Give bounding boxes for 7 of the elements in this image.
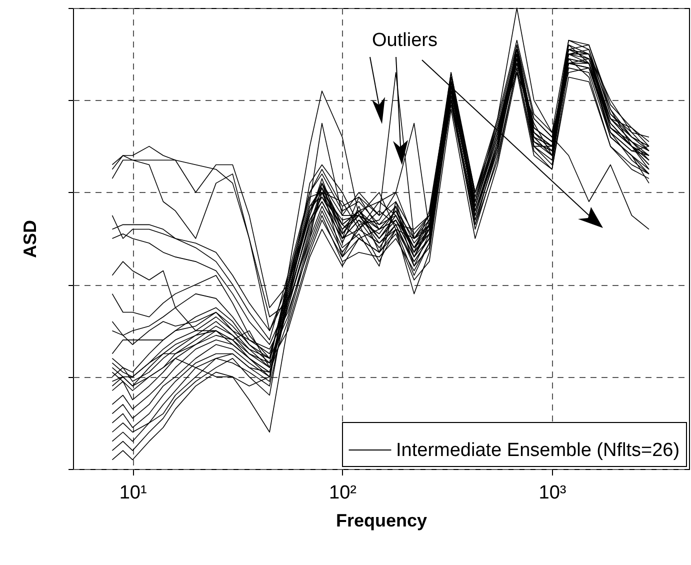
legend-label: Intermediate Ensemble (Nflts=26)	[396, 440, 680, 461]
x-axis-title: Frequency	[336, 510, 428, 530]
x-tick-label: 10²	[329, 482, 357, 504]
x-tick-label: 10¹	[119, 482, 147, 504]
y-axis-title: ASD	[20, 220, 40, 258]
x-tick-label: 10³	[538, 482, 566, 504]
annotation: Outliers	[372, 30, 438, 51]
